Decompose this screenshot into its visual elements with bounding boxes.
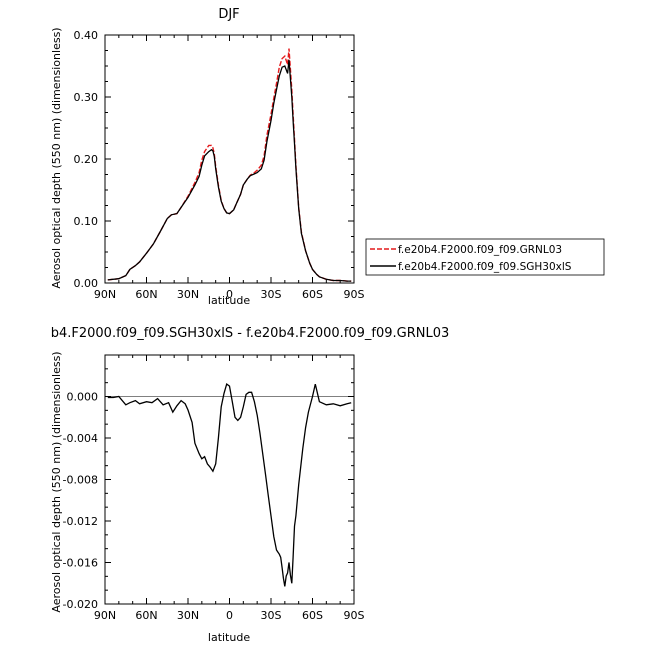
legend: f.e20b4.F2000.f09_f09.GRNL03 f.e20b4.F200… [365,238,605,276]
x-tick-label: 0 [226,288,233,301]
x-tick-label: 30S [261,609,282,622]
bottom-panel: b4.F2000.f09_f09.SGH30xlS - f.e20b4.F200… [50,326,449,644]
y-tick-label: 0.10 [74,215,99,228]
top-plot-area: 90N 60N 30N 0 30S 60S 90S 0.00 0.10 0.20 0.30 0.40 [74,29,365,301]
y-tick-label: -0.004 [63,432,98,445]
top-x-axis-label: latitude [208,294,250,307]
x-tick-label: 90S [344,288,365,301]
x-tick-label: 60N [135,288,157,301]
series-line-bottom-0 [107,383,352,587]
y-tick-label: 0.20 [74,153,99,166]
plot-frame [104,34,355,284]
top-chart-title: DJF [218,7,239,22]
y-tick-label: -0.012 [63,515,98,528]
legend-box [365,238,605,276]
bottom-chart-title: b4.F2000.f09_f09.SGH30xlS - f.e20b4.F200… [51,326,450,341]
x-tick-label: 90N [94,288,116,301]
x-tick-label: 90S [344,609,365,622]
y-tick-label: 0.40 [74,29,99,42]
bottom-plot-area: 90N 60N 30N 0 30S 60S 90S -0.020 -0.016 -0.012 -0.… [63,354,365,622]
y-tick-label: -0.016 [63,557,98,570]
bottom-y-axis-label: Aerosol optical depth (550 nm) (dimensio… [50,351,63,612]
y-tick-label: 0.00 [74,277,99,290]
x-tick-label: 30N [177,609,199,622]
series-line-top-1 [107,59,352,282]
x-tick-label: 90N [94,609,116,622]
y-tick-label: 0.000 [67,391,99,404]
bottom-x-axis-label: latitude [208,631,250,644]
top-y-axis-label: Aerosol optical depth (550 nm) (dimensio… [50,27,63,288]
x-tick-label: 60S [302,609,323,622]
y-tick-label: -0.008 [63,474,98,487]
legend-entry: f.e20b4.F2000.f09_f09.GRNL03 [398,244,562,256]
x-tick-label: 60S [302,288,323,301]
top-panel: DJF 90N 60N 30N 0 30S 60S 90S 0.00 0.10 0.20 0.30 0… [50,7,605,307]
x-tick-label: 0 [226,609,233,622]
x-tick-label: 30N [177,288,199,301]
y-tick-label: -0.020 [63,598,98,611]
x-tick-label: 30S [261,288,282,301]
y-tick-label: 0.30 [74,91,99,104]
legend-entry: f.e20b4.F2000.f09_f09.SGH30xlS [398,261,572,273]
series-line-top-0 [107,48,352,282]
x-tick-label: 60N [135,609,157,622]
